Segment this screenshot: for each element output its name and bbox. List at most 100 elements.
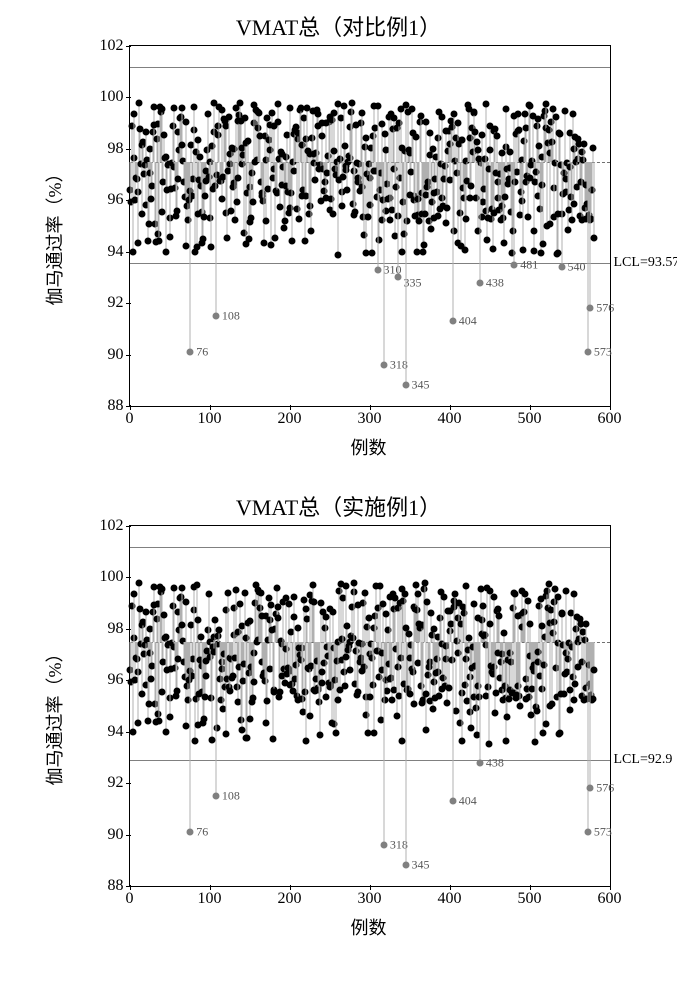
data-point [344,622,351,629]
data-point [269,735,276,742]
data-point [321,179,328,186]
data-point [272,235,279,242]
data-point [159,208,166,215]
data-stem [159,642,160,721]
data-point [552,585,559,592]
data-point [197,633,204,640]
data-point [303,737,310,744]
data-point [527,621,534,628]
data-point [191,104,198,111]
outlier-stem [383,642,384,845]
data-point [540,662,547,669]
outlier-point [584,829,591,836]
data-point [484,237,491,244]
data-point [400,230,407,237]
data-stem [287,135,288,162]
data-point [489,246,496,253]
data-point [381,131,388,138]
data-stem [383,604,384,642]
data-point [262,218,269,225]
data-point [218,107,225,114]
data-point [504,713,511,720]
outlier-label: 108 [222,309,240,324]
data-stem [378,106,379,162]
data-point [208,736,215,743]
data-point [520,246,527,253]
data-point [306,712,313,719]
outlier-point [584,349,591,356]
data-point [264,698,271,705]
data-point [364,213,371,220]
data-stem [555,117,556,162]
data-point [214,122,221,129]
data-stem [355,125,356,162]
data-point [554,250,561,257]
data-point [135,240,142,247]
data-point [193,582,200,589]
data-point [251,679,258,686]
data-point [276,689,283,696]
outlier-point [212,793,219,800]
data-stem [371,162,372,253]
outlier-point [449,318,456,325]
data-point [516,702,523,709]
data-point [474,146,481,153]
data-point [344,186,351,193]
data-point [280,224,287,231]
data-stem [556,642,557,697]
outlier-label: 573 [594,345,612,360]
data-point [473,139,480,146]
data-point [471,601,478,608]
data-stem [460,162,461,246]
data-point [224,235,231,242]
data-point [540,241,547,248]
data-point [524,598,531,605]
data-stem [575,642,576,684]
data-stem [208,594,209,641]
data-point [570,696,577,703]
outlier-point [587,305,594,312]
data-point [135,720,142,727]
data-point [521,111,528,118]
data-point [485,740,492,747]
data-stem [157,604,158,642]
data-point [200,716,207,723]
data-point [139,211,146,218]
data-point [524,214,531,221]
data-point [158,585,165,592]
data-point [229,672,236,679]
data-point [162,633,169,640]
data-point [348,99,355,106]
data-point [131,591,138,598]
data-point [264,115,271,122]
data-point [301,238,308,245]
outlier-stem [397,162,398,278]
data-stem [351,103,352,162]
data-stem [368,618,369,642]
data-point [156,237,163,244]
plot-area-bottom: 8890929496981001020100200300400500600LCL… [129,525,611,887]
data-point [471,108,478,115]
data-point [332,729,339,736]
data-point [440,594,447,601]
data-point [314,111,321,118]
data-point [439,114,446,121]
data-point [159,688,166,695]
data-point [232,587,239,594]
data-point [454,120,461,127]
data-stem [513,116,514,161]
data-point [590,234,597,241]
data-point [442,220,449,227]
data-point [487,621,494,628]
data-point [257,590,264,597]
data-stem [381,124,382,162]
data-point [396,120,403,127]
data-point [202,672,209,679]
data-stem [185,602,186,642]
data-point [376,583,383,590]
data-point [438,194,445,201]
data-point [428,610,435,617]
data-point [249,694,256,701]
x-tick: 300 [358,406,382,428]
data-stem [276,162,277,193]
